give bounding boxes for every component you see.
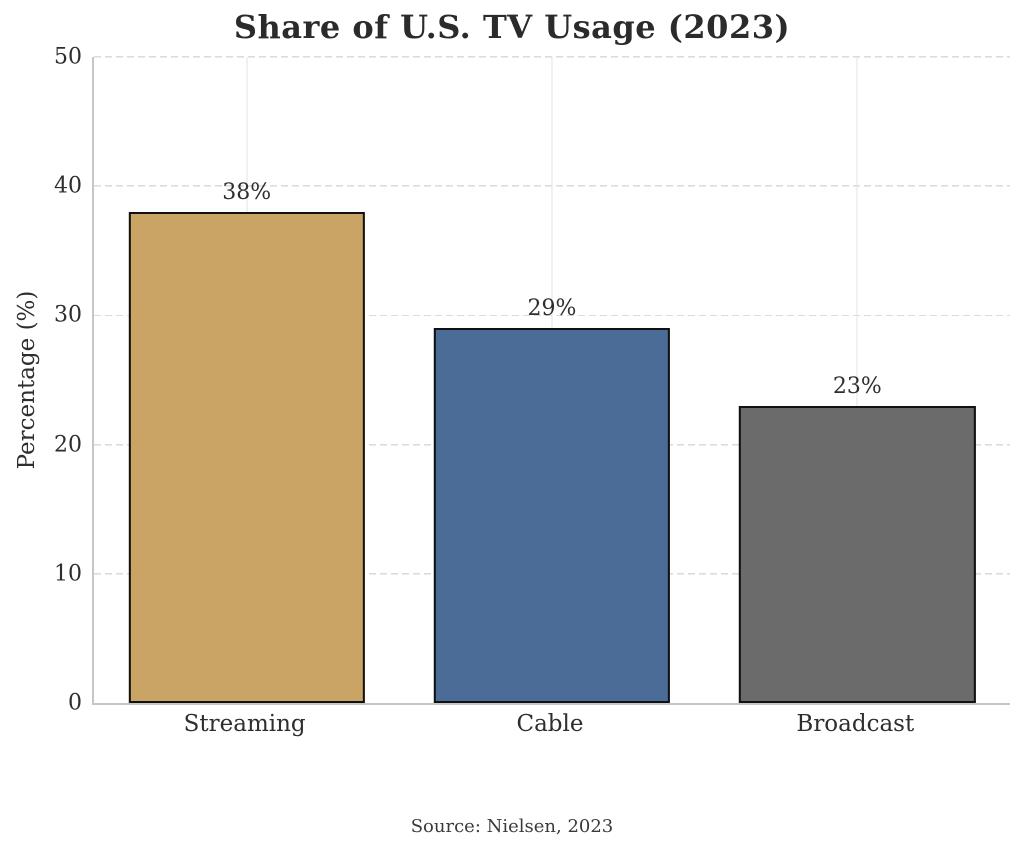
- bar-value-label-broadcast: 23%: [832, 373, 882, 399]
- bar-broadcast: [739, 405, 976, 703]
- y-tick-label-20: 20: [54, 432, 82, 458]
- plot-area: 38% 29% 23%: [92, 56, 1010, 705]
- chart-title: Share of U.S. TV Usage (2023): [233, 8, 791, 46]
- x-axis-tick-labels: Streaming Cable Broadcast: [92, 705, 1008, 745]
- bar-value-label-cable: 29%: [527, 296, 577, 322]
- v-gridline-broadcast: [856, 57, 858, 703]
- y-tick-label-10: 10: [54, 561, 82, 587]
- bar-value-label-streaming: 38%: [222, 180, 272, 206]
- y-axis-tick-labels: 0 10 20 30 40 50: [0, 45, 82, 716]
- x-tick-label-broadcast: Broadcast: [796, 711, 915, 737]
- y-tick-label-0: 0: [68, 690, 82, 716]
- y-tick-label-40: 40: [54, 173, 82, 199]
- x-tick-label-cable: Cable: [516, 711, 584, 737]
- source-note: Source: Nielsen, 2023: [410, 816, 614, 837]
- bar-streaming: [128, 212, 365, 703]
- y-tick-label-50: 50: [54, 44, 82, 70]
- x-tick-label-streaming: Streaming: [183, 711, 306, 737]
- bar-cable: [433, 328, 671, 703]
- y-tick-label-30: 30: [54, 302, 82, 328]
